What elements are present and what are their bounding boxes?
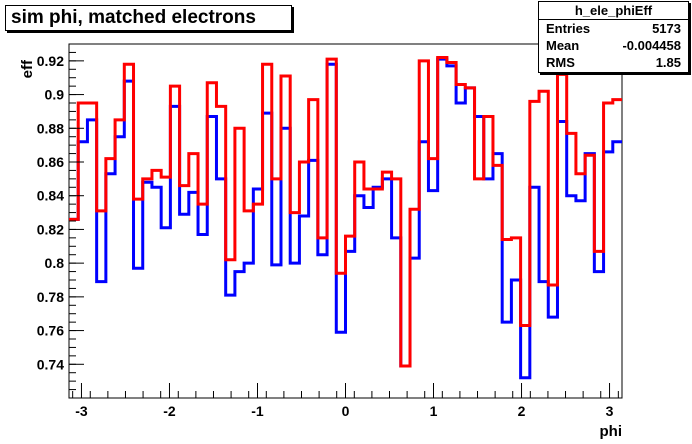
series-line-0 xyxy=(69,57,622,380)
x-tick-label: -1 xyxy=(251,403,264,419)
stats-row-mean: Mean -0.004458 xyxy=(539,37,688,54)
stats-name: h_ele_phiEff xyxy=(539,2,688,20)
stats-row-rms: RMS 1.85 xyxy=(539,54,688,71)
y-tick-label: 0.78 xyxy=(37,289,64,305)
series-line-1 xyxy=(69,55,622,368)
y-tick-label: 0.84 xyxy=(37,188,64,204)
x-tick-label: 0 xyxy=(342,403,350,419)
chart-title: sim phi, matched electrons xyxy=(5,5,292,31)
y-axis-label: eff xyxy=(19,59,36,78)
y-tick-label: 0.82 xyxy=(37,221,64,237)
stats-label: RMS xyxy=(546,55,575,70)
x-tick-label: -2 xyxy=(163,403,176,419)
stats-value: 1.85 xyxy=(655,55,681,70)
stats-label: Entries xyxy=(546,21,591,36)
y-tick-label: 0.8 xyxy=(45,255,65,271)
axes-group: 0.74 0.76 0.78 0.8 0.82 0.84 0.86 0.88 0.9 0.92 -3… xyxy=(37,43,619,419)
y-tick-label: 0.92 xyxy=(37,53,64,69)
x-tick-label: -3 xyxy=(75,403,88,419)
stats-row-entries: Entries 5173 xyxy=(539,20,688,37)
y-tick-label: 0.86 xyxy=(37,154,64,170)
series-group xyxy=(69,55,622,380)
stats-value: 5173 xyxy=(652,21,681,36)
y-tick-label: 0.74 xyxy=(37,356,64,372)
x-tick-label: 2 xyxy=(518,403,526,419)
x-tick-label: 3 xyxy=(606,403,614,419)
x-tick-label: 1 xyxy=(430,403,438,419)
stats-label: Mean xyxy=(546,38,580,53)
y-tick-label: 0.9 xyxy=(45,87,65,103)
x-axis-label: phi xyxy=(600,423,623,440)
y-tick-label: 0.88 xyxy=(37,120,64,136)
stats-box: h_ele_phiEff Entries 5173 Mean -0.004458… xyxy=(538,1,689,73)
y-tick-label: 0.76 xyxy=(37,323,64,339)
stats-value: -0.004458 xyxy=(622,38,681,53)
